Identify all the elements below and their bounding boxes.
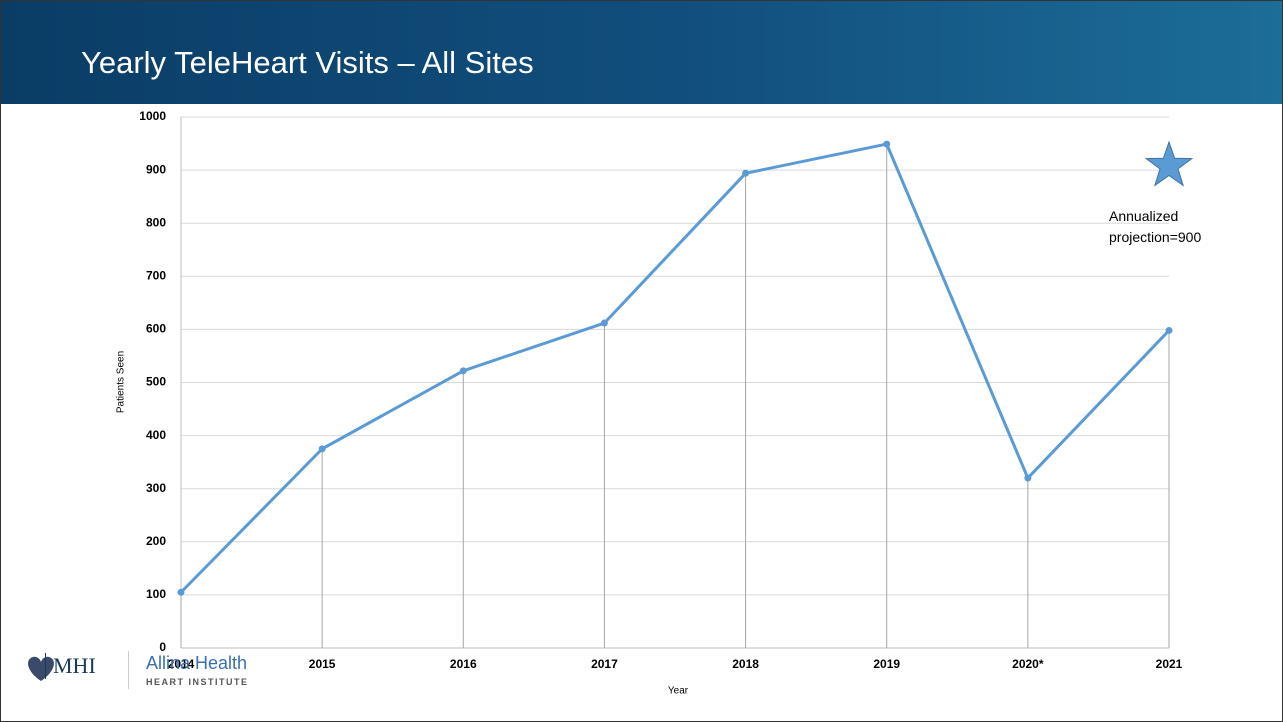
y-tick-label: 800 <box>146 215 166 229</box>
data-point <box>883 140 891 148</box>
y-tick-label: 600 <box>146 322 166 336</box>
data-point <box>1165 326 1173 334</box>
chart-title: Yearly TeleHeart Visits – All Sites <box>81 45 534 80</box>
logo-divider <box>128 651 129 689</box>
data-point <box>459 367 467 375</box>
x-tick-label: 2016 <box>450 657 477 671</box>
y-tick-label: 500 <box>146 375 166 389</box>
data-point <box>600 319 608 327</box>
y-tick-label: 300 <box>146 481 166 495</box>
y-tick-label: 1000 <box>139 109 166 123</box>
y-tick-label: 200 <box>146 534 166 548</box>
logo-icon <box>28 656 54 681</box>
y-tick-label: 900 <box>146 162 166 176</box>
y-tick-label: 700 <box>146 268 166 282</box>
data-point <box>1024 474 1032 482</box>
logo-allina: Allina Health <box>146 653 248 673</box>
series-line <box>179 142 1171 594</box>
y-tick-label: 400 <box>146 428 166 442</box>
x-tick-label: 2021 <box>1156 657 1183 671</box>
x-tick-label: 2018 <box>732 657 759 671</box>
data-point <box>177 588 185 596</box>
x-tick-label: 2017 <box>591 657 618 671</box>
x-tick-label: 2015 <box>309 657 336 671</box>
data-point <box>318 445 326 453</box>
data-point <box>742 169 750 177</box>
annotation-star <box>1144 140 1194 187</box>
x-tick-label: 2020* <box>1012 657 1044 671</box>
x-axis-label: Year <box>668 686 689 697</box>
logo-divider <box>45 653 46 679</box>
x-tick-label: 2019 <box>873 657 900 671</box>
logo-mhi: MHI <box>53 653 96 678</box>
y-tick-label: 100 <box>146 587 166 601</box>
y-tick-label: 0 <box>159 640 166 654</box>
x-tick-label: 2014 <box>168 657 195 671</box>
logo-subtitle: HEART INSTITUTE <box>146 677 249 687</box>
y-axis-label: Patients Seen <box>116 351 127 413</box>
annotation: Annualized projection=900 <box>1109 208 1202 245</box>
header: Yearly TeleHeart Visits – All Sites <box>1 1 1282 104</box>
